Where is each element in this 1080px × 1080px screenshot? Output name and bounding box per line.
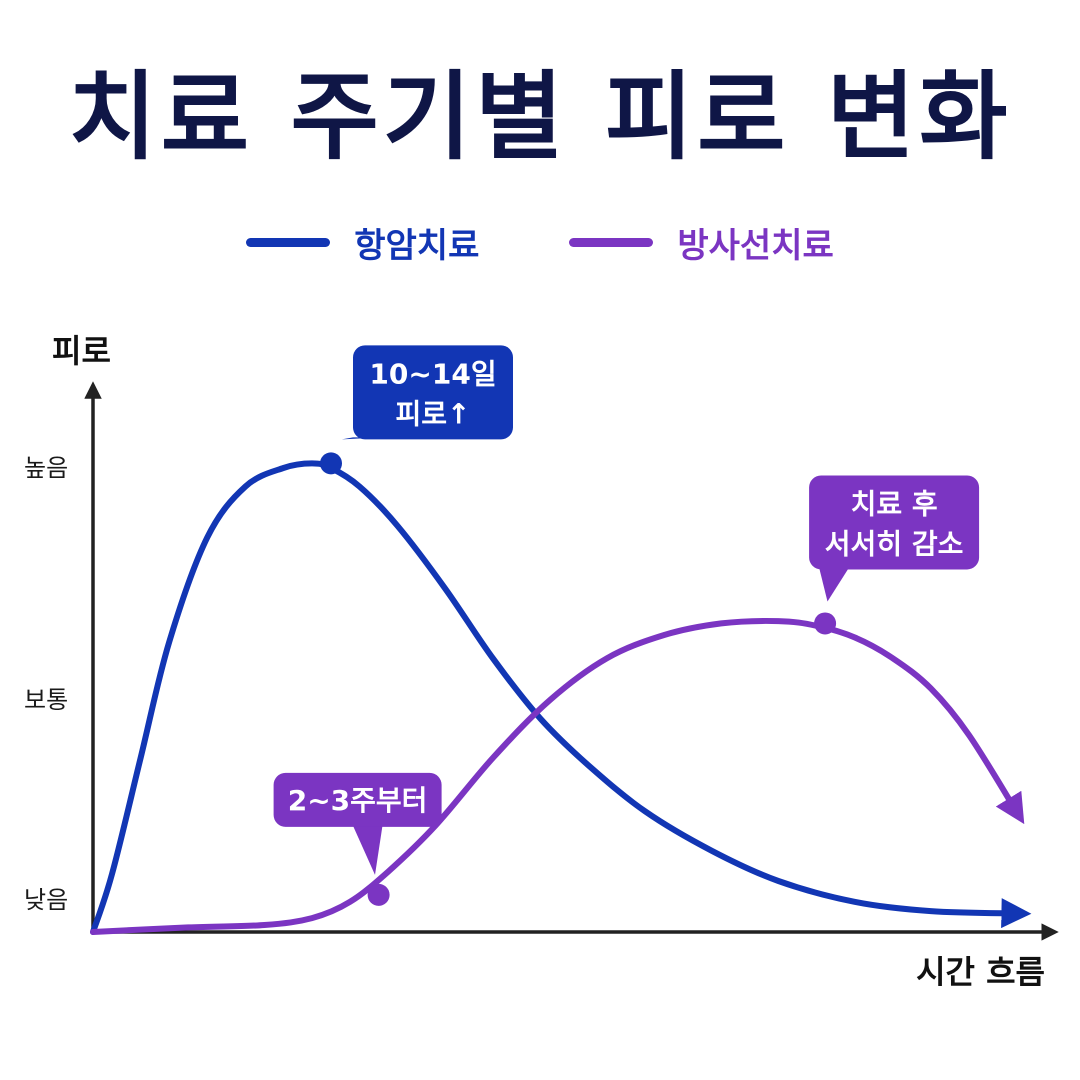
y-tick-label: 보통: [24, 686, 68, 714]
legend-item-chemo: 항암치료: [246, 218, 479, 267]
legend-item-radiation: 방사선치료: [569, 218, 834, 267]
callout-pointer: [819, 567, 850, 602]
callout-text: 10~14일: [369, 357, 496, 390]
callout-pointer: [352, 824, 383, 875]
x-axis-title: 시간 흐름: [916, 953, 1045, 991]
callout-text: 2~3주부터: [288, 784, 428, 817]
legend-label-chemo: 항암치료: [354, 226, 480, 266]
series-line-1: [90, 617, 1025, 935]
y-tick-label: 낮음: [24, 886, 68, 914]
legend-label-radiation: 방사선치료: [677, 226, 834, 266]
callout-box: [273, 772, 442, 827]
y-axis-title: 피로: [52, 332, 111, 370]
legend-swatch-chemo: [246, 238, 331, 247]
callout-box: [809, 475, 980, 570]
annotation-point: [367, 883, 390, 906]
legend-swatch-radiation: [569, 238, 654, 247]
callout-1: 2~3주부터: [273, 772, 442, 875]
series-line-0: [90, 460, 1032, 935]
callout-text: 치료 후: [851, 487, 938, 520]
annotation-point: [814, 612, 837, 635]
annotation-point: [320, 452, 342, 475]
chart-title: 치료 주기별 피로 변화: [68, 61, 1012, 173]
callout-text: 피로↑: [396, 397, 471, 430]
legend: 항암치료 방사선치료: [0, 218, 1080, 267]
y-tick-label: 높음: [24, 454, 68, 482]
callout-text: 서서히 감소: [825, 527, 964, 560]
callout-box: [353, 345, 513, 440]
